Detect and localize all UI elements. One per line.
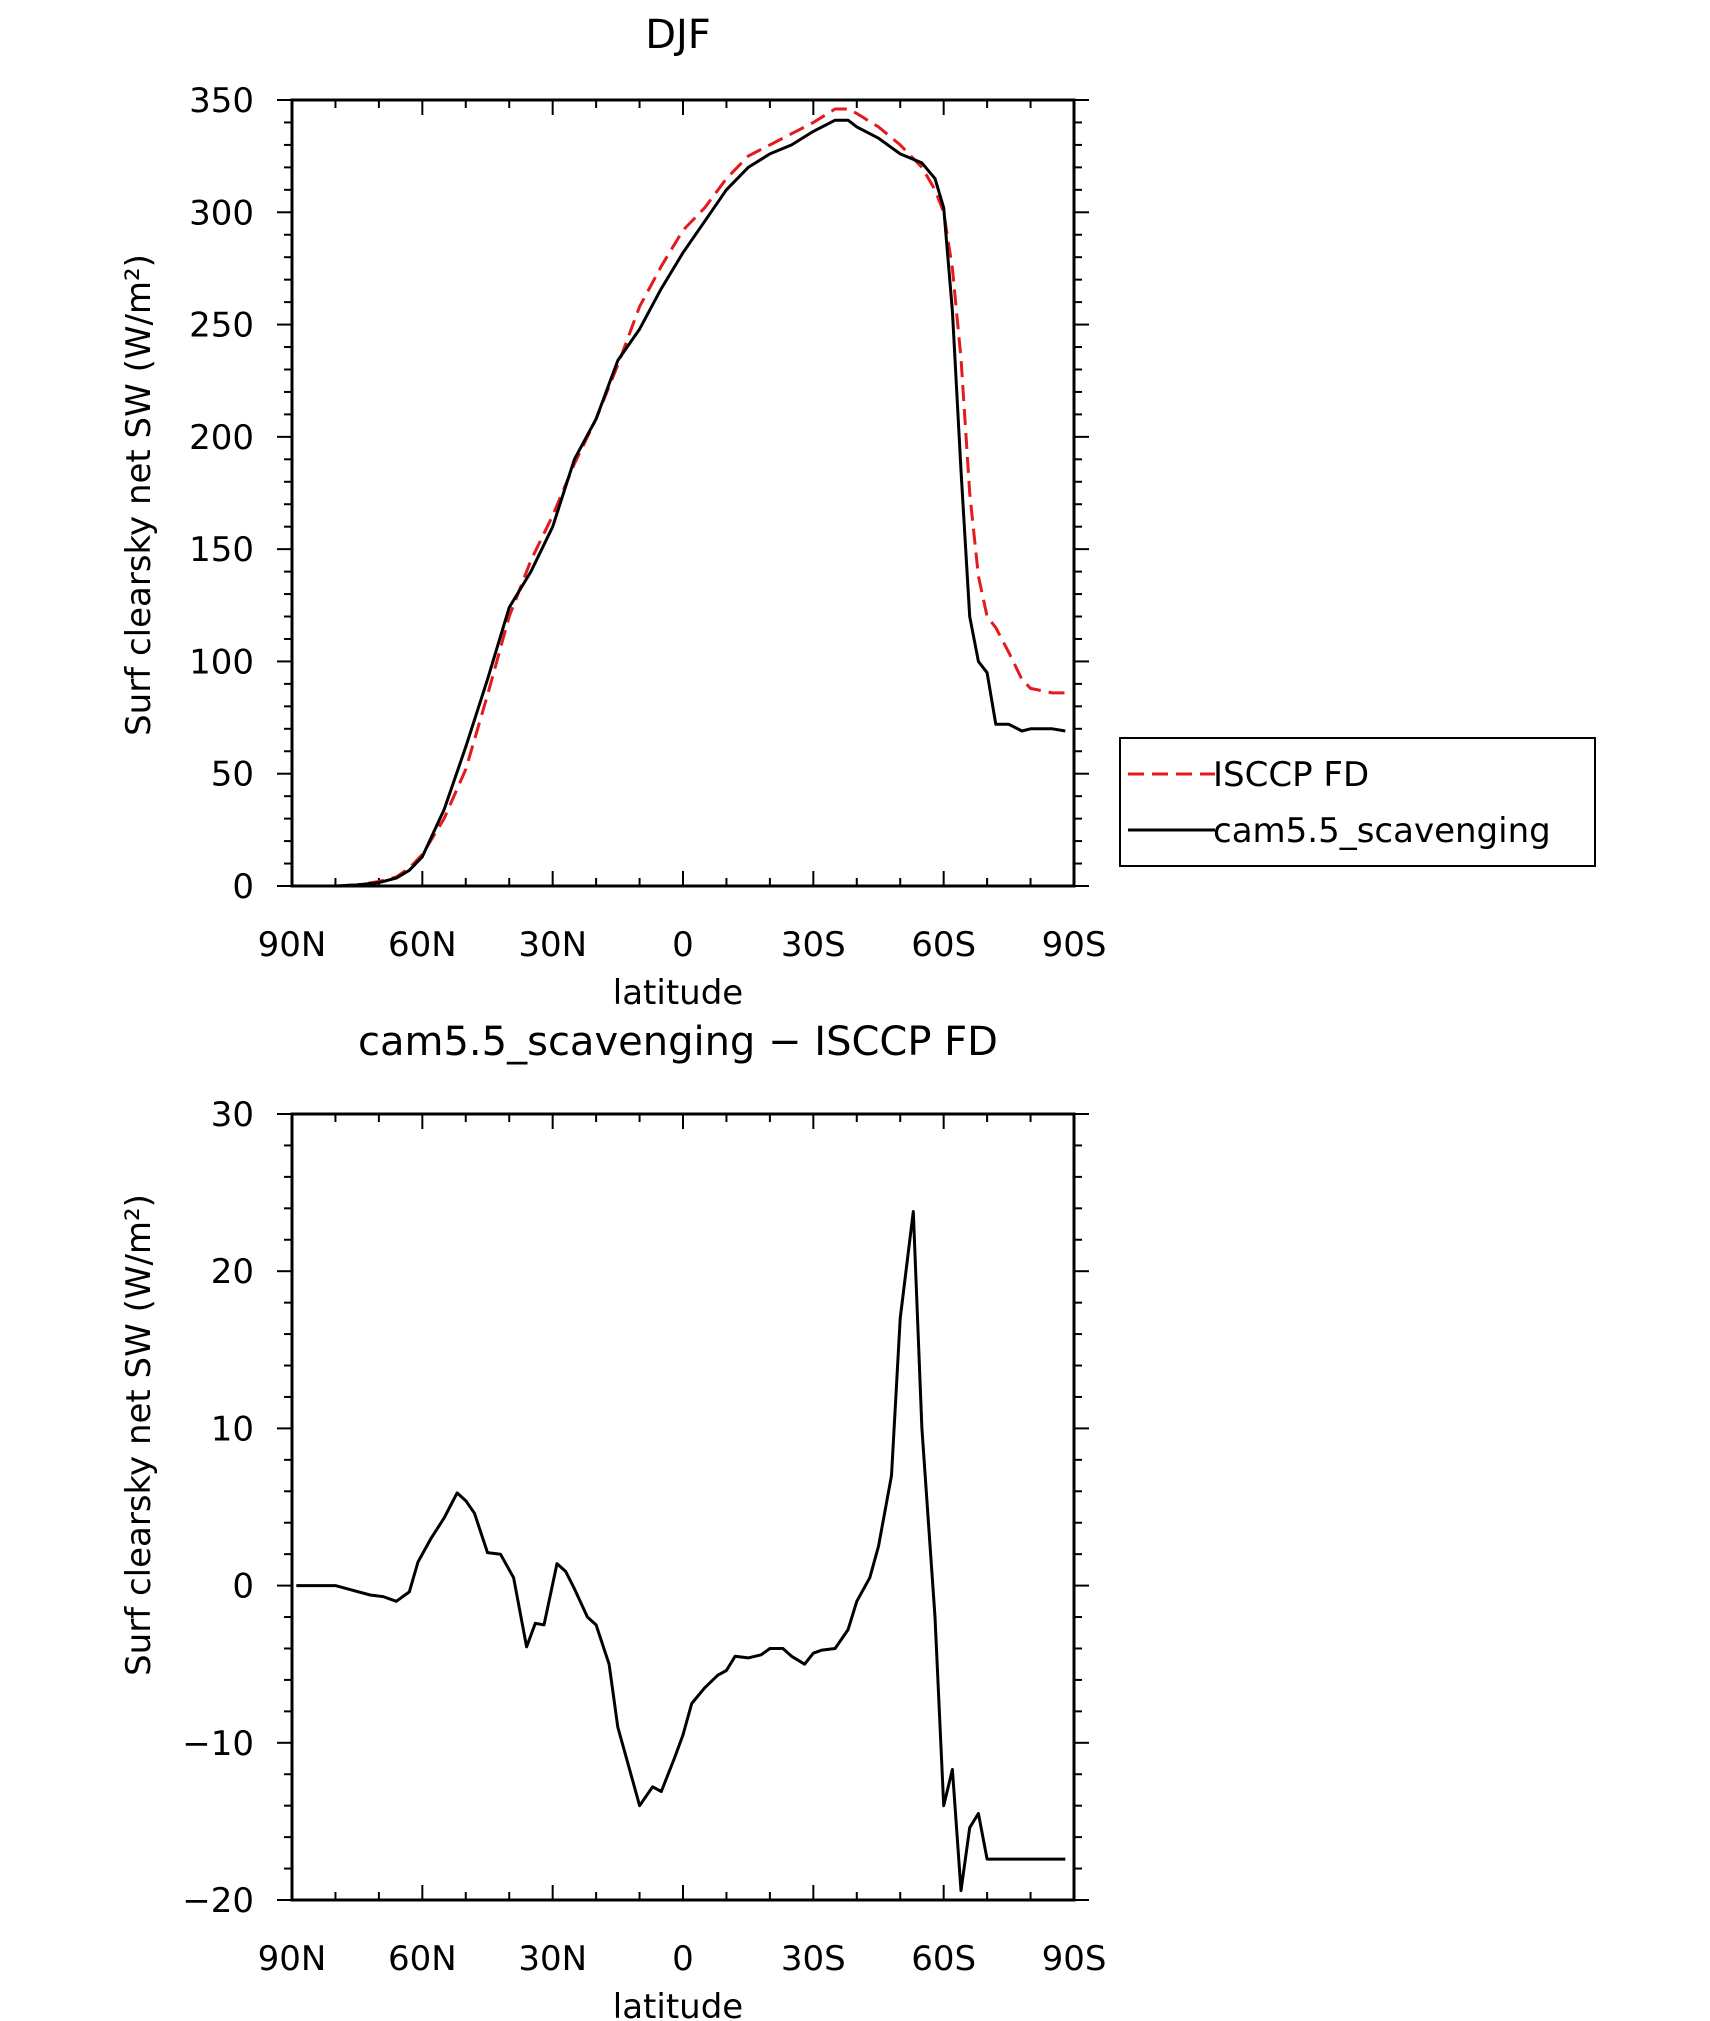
bottom-chart-panel: cam5.5_scavenging − ISCCP FD 90N 60N 30N 0 3… [119, 1019, 1106, 2021]
x-tick-label: 30N [518, 1939, 587, 1979]
x-tick-label: 90S [1042, 925, 1107, 965]
y-tick-label: 200 [189, 418, 254, 458]
x-tick-label: 0 [672, 1939, 694, 1979]
y-tick-label: −10 [182, 1724, 254, 1764]
x-tick-label: 60S [911, 1939, 976, 1979]
series-line-difference [296, 1210, 1066, 1893]
y-tick-label: 10 [211, 1409, 254, 1449]
x-tick-label: 60N [388, 1939, 457, 1979]
x-tick-label: 30S [781, 1939, 846, 1979]
x-tick-label: 60S [911, 925, 976, 965]
x-tick-label: 30N [518, 925, 587, 965]
y-tick-label: 0 [232, 867, 254, 907]
x-tick-label: 90S [1042, 1939, 1107, 1979]
y-tick-label: 150 [189, 530, 254, 570]
y-tick-label: 30 [211, 1095, 254, 1135]
top-y-axis-label: Surf clearsky net SW (W/m²) [119, 254, 159, 736]
plot-frame [290, 98, 1076, 888]
y-tick-label: 350 [189, 81, 254, 121]
y-tick-label: 50 [211, 755, 254, 795]
y-tick-label: 100 [189, 642, 254, 682]
legend-label-cam55-scavenging: cam5.5_scavenging [1213, 811, 1551, 851]
bottom-x-axis-label: latitude [613, 1987, 743, 2021]
bottom-chart-title: cam5.5_scavenging − ISCCP FD [358, 1019, 998, 1065]
top-plot-area: 90N 60N 30N 0 30S 60S 90S 0 50 100 150 200 250 300 350 [189, 81, 1106, 965]
y-tick-label: 20 [211, 1252, 254, 1292]
top-x-axis-label: latitude [613, 973, 743, 1013]
y-tick-label: −20 [182, 1881, 254, 1921]
legend: ISCCP FD cam5.5_scavenging [1119, 737, 1596, 867]
top-chart-title: DJF [645, 12, 711, 58]
x-tick-label: 60N [388, 925, 457, 965]
legend-label-isccp-fd: ISCCP FD [1213, 755, 1369, 795]
series-line-isccp-fd [296, 107, 1066, 888]
x-tick-label: 90N [258, 1939, 327, 1979]
legend-box [1119, 737, 1596, 867]
bottom-plot-area: 90N 60N 30N 0 30S 60S 90S −20 −10 0 10 20 30 [182, 1095, 1106, 1979]
x-tick-label: 0 [672, 925, 694, 965]
plot-frame [290, 1112, 1076, 1902]
bottom-y-axis-label: Surf clearsky net SW (W/m²) [119, 1194, 159, 1676]
x-tick-label: 90N [258, 925, 327, 965]
y-tick-label: 300 [189, 193, 254, 233]
y-tick-label: 250 [189, 306, 254, 346]
top-chart-panel: DJF 90N 60N 30N 0 30S 60S 90S 0 50 100 150 200 250 30… [119, 12, 1596, 1013]
y-tick-label: 0 [232, 1567, 254, 1607]
x-tick-label: 30S [781, 925, 846, 965]
series-line-cam5-5-scavenging [296, 118, 1066, 888]
